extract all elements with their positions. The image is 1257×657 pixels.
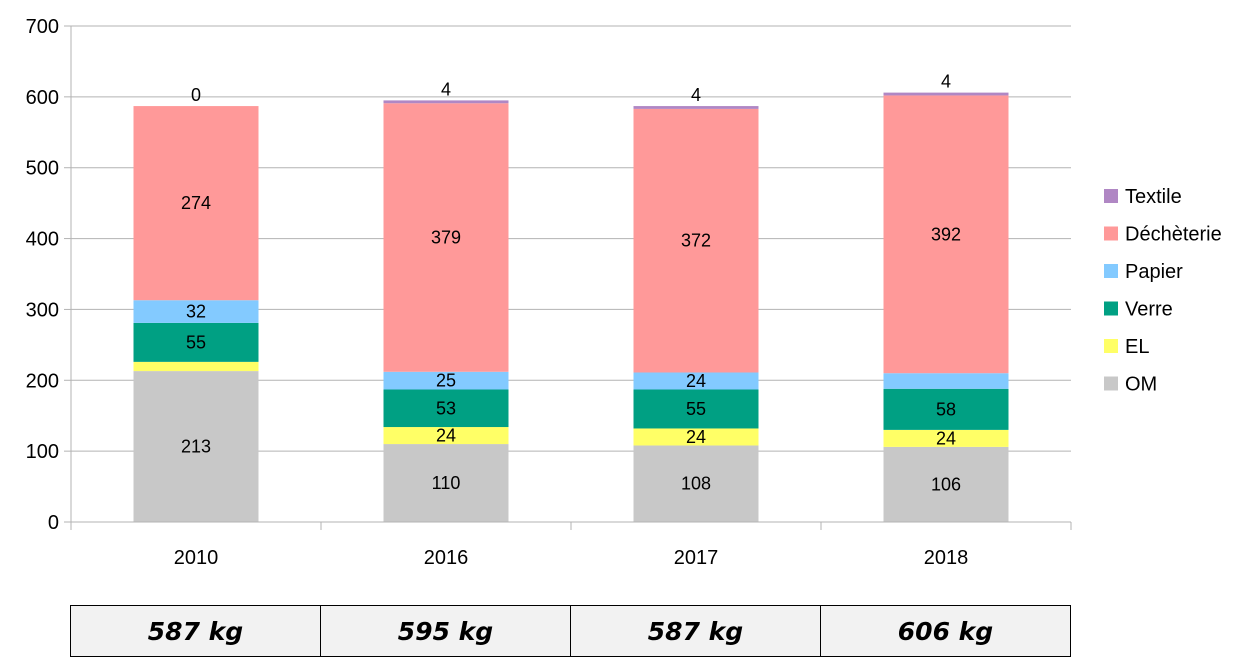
data-label-om-2017: 108: [681, 474, 711, 494]
bar-segment-decheterie-2010: [133, 106, 259, 301]
bar-segment-om-2018: [883, 446, 1009, 522]
stacked-bar-chart: 2131355322740110245325379410824552437241…: [26, 16, 1222, 569]
data-label-decheterie-2010: 274: [181, 193, 211, 213]
legend-label-el: EL: [1125, 336, 1149, 358]
legend-swatch-om: [1104, 376, 1118, 391]
data-label-decheterie-2018: 392: [931, 224, 961, 244]
bar-segment-decheterie-2016: [383, 103, 509, 372]
bar-segment-papier-2010: [133, 300, 259, 323]
data-label-verre-2017: 55: [686, 399, 706, 419]
y-axis-ticks: 0 100 200 300 400 500 600 700: [26, 16, 71, 534]
legend-swatch-el: [1104, 339, 1118, 353]
legend-swatch-verre: [1104, 301, 1118, 316]
bar-segment-verre-2016: [383, 389, 509, 428]
legend-label-om: OM: [1125, 374, 1157, 396]
bar-segment-textile-2017: [633, 106, 759, 109]
x-tick-label: 2017: [674, 547, 719, 569]
y-tick-label: 500: [26, 158, 59, 180]
y-tick-label: 100: [26, 441, 59, 463]
totals-row: 587 kg 595 kg 587 kg 606 kg: [70, 605, 1071, 657]
x-tick-label: 2018: [924, 547, 969, 569]
total-cell-2010: 587 kg: [70, 605, 321, 657]
bar-segment-el-2017: [633, 428, 759, 446]
data-label-om-2018: 106: [931, 474, 961, 494]
data-label-decheterie-2017: 372: [681, 231, 711, 251]
bar-segment-verre-2018: [883, 388, 1009, 430]
bar-segment-papier-2018: [883, 373, 1009, 389]
data-label-verre-2016: 53: [436, 398, 456, 418]
bar-segment-om-2017: [633, 445, 759, 522]
bar-segment-decheterie-2017: [633, 108, 759, 373]
data-label-textile-2010: 0: [191, 85, 201, 105]
data-label-om-2016: 110: [432, 473, 461, 493]
data-label-textile-2017: 4: [691, 85, 701, 105]
total-cell-2017: 587 kg: [570, 605, 821, 657]
data-label-verre-2010: 55: [186, 332, 206, 352]
data-label-textile-2016: 4: [441, 79, 451, 99]
bar-segment-el-2018: [883, 429, 1009, 447]
legend-label-decheterie: Déchèterie: [1125, 224, 1222, 246]
x-tick-label: 2016: [424, 547, 469, 569]
bar-segment-om-2010: [133, 371, 259, 522]
data-label-papier-2010: 32: [186, 302, 206, 322]
data-label-om-2010: 213: [181, 437, 211, 457]
data-label-el-2016: 24: [436, 426, 456, 446]
bar-segment-verre-2010: [133, 322, 259, 362]
data-label-el-2017: 24: [686, 427, 706, 447]
data-label-el-2018: 24: [936, 428, 956, 448]
bars: 2131355322740110245325379410824552437241…: [133, 72, 1009, 522]
bar-segment-textile-2016: [383, 100, 509, 104]
legend-label-verre: Verre: [1125, 299, 1173, 321]
y-tick-label: 300: [26, 299, 59, 321]
bar-segment-decheterie-2018: [883, 95, 1009, 374]
bar-segment-verre-2017: [633, 389, 759, 429]
x-axis-ticks: 2010 2016 2017 2018: [70, 522, 1072, 569]
y-tick-label: 0: [48, 512, 59, 534]
bar-segment-papier-2017: [633, 372, 759, 390]
legend-swatch-decheterie: [1104, 226, 1118, 241]
data-label-papier-2017: 24: [686, 371, 706, 391]
data-label-papier-2016: 25: [436, 371, 456, 391]
total-cell-2018: 606 kg: [820, 605, 1071, 657]
data-label-decheterie-2016: 379: [431, 228, 461, 248]
data-label-verre-2018: 58: [936, 399, 956, 419]
y-tick-label: 200: [26, 370, 59, 392]
data-label-textile-2018: 4: [941, 72, 951, 92]
y-tick-label: 700: [26, 16, 59, 38]
legend-swatch-textile: [1104, 189, 1118, 203]
totals-table: 587 kg 595 kg 587 kg 606 kg: [70, 605, 1071, 657]
bar-segment-papier-2016: [383, 371, 509, 390]
bar-segment-el-2016: [383, 427, 509, 445]
bar-segment-el-2010: [133, 361, 259, 372]
bar-segment-textile-2018: [883, 92, 1009, 96]
bar-segment-om-2016: [383, 444, 509, 522]
legend: Textile Déchèterie Papier Verre EL OM: [1104, 186, 1222, 396]
legend-swatch-papier: [1104, 264, 1118, 278]
x-tick-label: 2010: [174, 547, 219, 569]
y-tick-label: 600: [26, 87, 59, 109]
y-tick-label: 400: [26, 229, 59, 251]
legend-label-papier: Papier: [1125, 261, 1183, 283]
legend-label-textile: Textile: [1125, 186, 1182, 208]
total-cell-2016: 595 kg: [320, 605, 571, 657]
